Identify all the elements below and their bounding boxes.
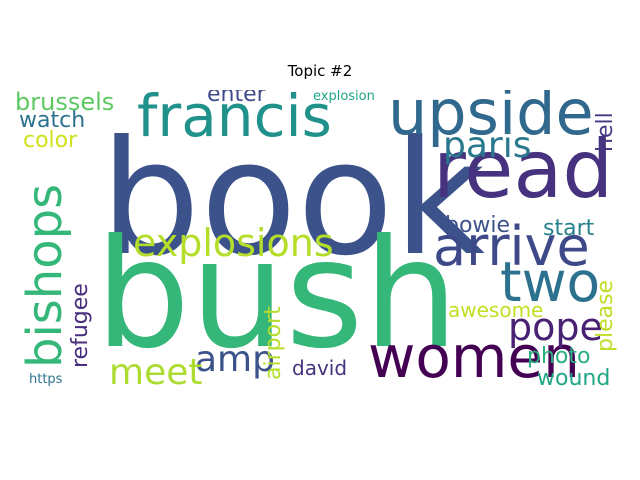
word-explosion: explosion bbox=[313, 90, 375, 104]
word-two: two bbox=[500, 250, 601, 314]
word-francis: francis bbox=[137, 90, 332, 150]
word-https: https bbox=[29, 372, 63, 387]
word-amp: amp bbox=[195, 339, 275, 380]
word-bush: bush bbox=[95, 208, 459, 382]
word-watch: watch bbox=[19, 108, 86, 133]
word-awesome: awesome bbox=[448, 298, 544, 322]
word-bowie: bowie bbox=[445, 213, 511, 238]
word-upside: upside bbox=[388, 90, 594, 149]
word-bishops: bishops bbox=[17, 183, 73, 368]
word-paris: paris bbox=[443, 125, 532, 166]
word-read: read bbox=[433, 123, 614, 216]
word-david: david bbox=[292, 356, 348, 380]
word-please: please bbox=[593, 279, 618, 352]
plot-title: Topic #2 bbox=[287, 62, 353, 80]
word-arrive: arrive bbox=[433, 215, 590, 278]
word-enter: enter bbox=[207, 90, 266, 107]
word-refugee: refugee bbox=[68, 283, 93, 368]
word-photo: photo bbox=[527, 344, 591, 369]
word-women: women bbox=[368, 323, 580, 391]
word-brussels: brussels bbox=[15, 90, 115, 116]
word-wound: wound bbox=[537, 366, 611, 391]
word-pope: pope bbox=[508, 305, 603, 349]
word-start: start bbox=[543, 216, 595, 241]
word-meet: meet bbox=[109, 352, 203, 393]
word-explosions: explosions bbox=[133, 221, 334, 265]
word-book: book bbox=[100, 107, 486, 291]
word-hell: hell bbox=[593, 112, 618, 152]
word-color: color bbox=[23, 128, 78, 153]
word-airport: airport bbox=[261, 306, 286, 380]
word-cloud: book bush read upside francis bishops arrive wo… bbox=[15, 90, 625, 395]
